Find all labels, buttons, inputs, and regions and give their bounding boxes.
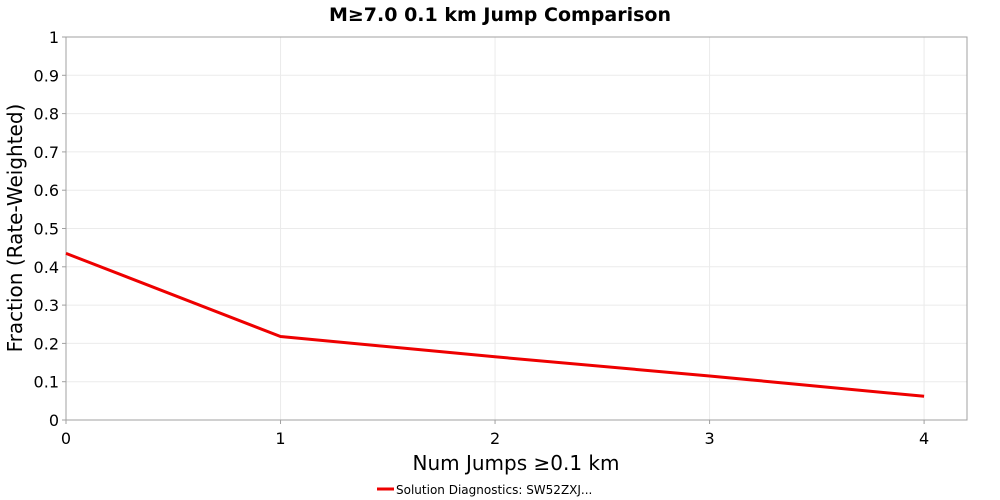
y-tick-label: 0.4 bbox=[34, 258, 59, 277]
y-tick-label: 1 bbox=[49, 28, 59, 47]
series-line bbox=[65, 252, 925, 398]
legend-label: Solution Diagnostics: SW52ZXJ... bbox=[396, 483, 592, 497]
y-tick-label: 0.8 bbox=[34, 105, 59, 124]
x-tick-label: 0 bbox=[61, 429, 71, 448]
grid bbox=[65, 36, 967, 421]
y-tick-label: 0.5 bbox=[34, 220, 59, 239]
legend: Solution Diagnostics: SW52ZXJ... bbox=[377, 483, 592, 497]
y-tick-label: 0 bbox=[49, 411, 59, 430]
y-tick-label: 0.3 bbox=[34, 296, 59, 315]
x-tick-label: 2 bbox=[490, 429, 500, 448]
chart-title: M≥7.0 0.1 km Jump Comparison bbox=[329, 4, 671, 26]
y-axis-ticks: 0 0.1 0.2 0.3 0.4 0.5 0.6 0.7 0.8 0.9 1 bbox=[34, 28, 66, 430]
y-tick-label: 0.1 bbox=[34, 373, 59, 392]
x-axis-ticks: 0 1 2 3 4 bbox=[61, 420, 929, 448]
y-tick-label: 0.7 bbox=[34, 143, 59, 162]
series-layer bbox=[65, 252, 925, 398]
x-tick-label: 3 bbox=[704, 429, 714, 448]
x-axis-label: Num Jumps ≥0.1 km bbox=[413, 451, 620, 475]
y-tick-label: 0.9 bbox=[34, 66, 59, 85]
x-tick-label: 4 bbox=[919, 429, 929, 448]
y-tick-label: 0.6 bbox=[34, 181, 59, 200]
x-tick-label: 1 bbox=[275, 429, 285, 448]
y-axis-label: Fraction (Rate-Weighted) bbox=[3, 104, 27, 353]
y-tick-label: 0.2 bbox=[34, 334, 59, 353]
